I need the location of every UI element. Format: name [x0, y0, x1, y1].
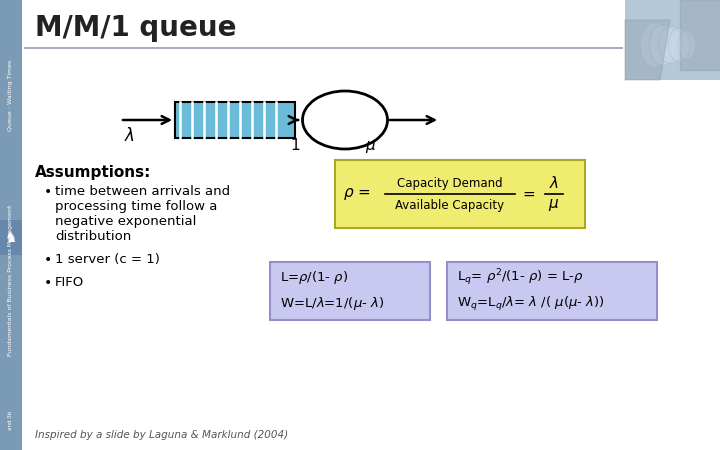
Text: ♞: ♞	[5, 231, 17, 245]
Text: Queue - Waiting Times: Queue - Waiting Times	[9, 60, 14, 131]
Ellipse shape	[640, 22, 670, 68]
Text: Inspired by a slide by Laguna & Marklund (2004): Inspired by a slide by Laguna & Marklund…	[35, 430, 288, 440]
Bar	[0, 0, 22, 450]
Ellipse shape	[668, 28, 690, 62]
Bar	[335, 160, 585, 228]
Ellipse shape	[659, 27, 683, 63]
Text: •: •	[44, 185, 53, 199]
Bar	[270, 262, 430, 320]
Text: Assumptions:: Assumptions:	[35, 165, 151, 180]
Text: Capacity Demand: Capacity Demand	[397, 176, 503, 189]
Bar	[175, 102, 295, 138]
Text: processing time follow a: processing time follow a	[55, 200, 217, 213]
Ellipse shape	[649, 24, 677, 66]
Text: μ: μ	[365, 138, 375, 153]
Text: L=$\rho$/(1- $\rho$): L=$\rho$/(1- $\rho$)	[280, 270, 348, 287]
Text: 1 server (c = 1): 1 server (c = 1)	[55, 253, 160, 266]
Text: W=L/$\lambda$=1/($\mu$- $\lambda$): W=L/$\lambda$=1/($\mu$- $\lambda$)	[280, 296, 384, 312]
Text: $\mu$: $\mu$	[549, 197, 559, 213]
Bar	[625, 0, 720, 80]
Text: λ: λ	[125, 127, 135, 145]
Text: $\lambda$: $\lambda$	[549, 175, 559, 191]
Bar	[0, 220, 22, 255]
Text: $\rho$ =: $\rho$ =	[343, 186, 371, 202]
Text: distribution: distribution	[55, 230, 131, 243]
Text: L$_q$= $\rho^2$/(1- $\rho$) = L-$\rho$: L$_q$= $\rho^2$/(1- $\rho$) = L-$\rho$	[457, 268, 584, 288]
Text: negative exponential: negative exponential	[55, 215, 197, 228]
Text: •: •	[44, 253, 53, 267]
Text: Fundamentals of Business Process Management: Fundamentals of Business Process Managem…	[9, 205, 14, 356]
Text: and 5b: and 5b	[9, 410, 14, 430]
Text: •: •	[44, 276, 53, 290]
Text: =: =	[522, 186, 535, 202]
Polygon shape	[625, 20, 670, 80]
Bar	[447, 262, 657, 320]
Ellipse shape	[302, 91, 387, 149]
Polygon shape	[680, 0, 720, 70]
Text: time between arrivals and: time between arrivals and	[55, 185, 230, 198]
Text: M/M/1 queue: M/M/1 queue	[35, 14, 236, 42]
Ellipse shape	[678, 31, 696, 59]
Text: FIFO: FIFO	[55, 276, 84, 289]
Text: Available Capacity: Available Capacity	[395, 198, 505, 211]
Text: W$_q$=L$_q$/$\lambda$= $\lambda$ /( $\mu$($\mu$- $\lambda$)): W$_q$=L$_q$/$\lambda$= $\lambda$ /( $\mu…	[457, 295, 605, 313]
Text: 1: 1	[290, 138, 300, 153]
